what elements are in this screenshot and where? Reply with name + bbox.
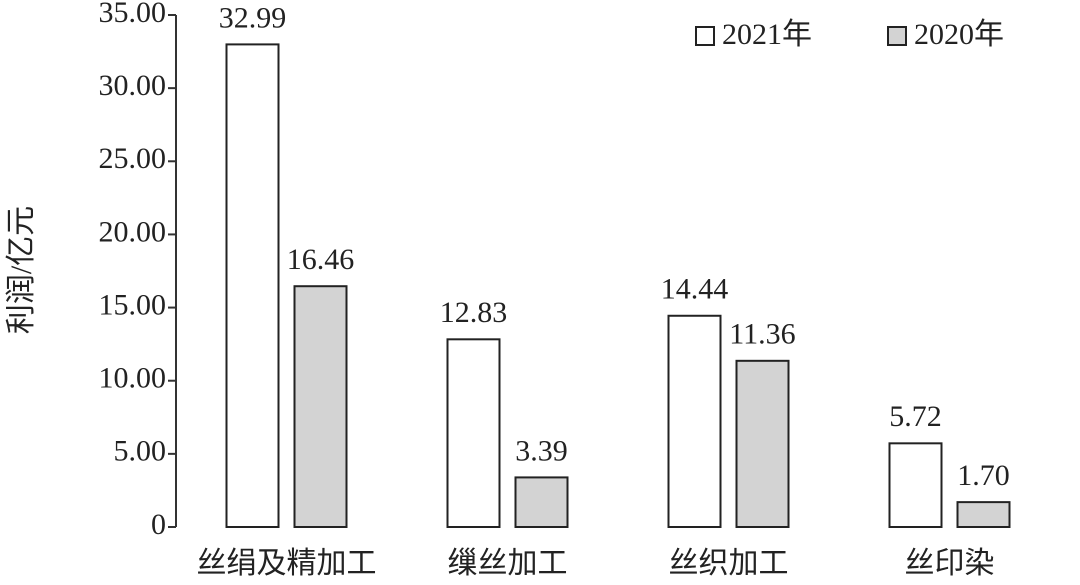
bar xyxy=(293,285,348,528)
legend-swatch xyxy=(887,26,907,46)
y-tick-label: 20.00 xyxy=(99,215,167,248)
value-label: 3.39 xyxy=(515,434,568,467)
legend-label: 2020年 xyxy=(914,18,1004,51)
y-axis-label: 利润/亿元 xyxy=(5,206,38,334)
bar xyxy=(514,476,569,529)
value-label: 32.99 xyxy=(219,1,287,34)
y-tick-label: 25.00 xyxy=(99,142,167,175)
bar xyxy=(446,338,501,528)
bar xyxy=(667,314,722,528)
y-tick-label: 30.00 xyxy=(99,69,167,102)
bar xyxy=(735,359,790,528)
value-label: 12.83 xyxy=(440,296,508,329)
y-tick-label: 35.00 xyxy=(99,0,167,29)
x-tick-label: 丝印染 xyxy=(905,547,995,580)
value-label: 1.70 xyxy=(957,459,1010,492)
y-tick-label: 5.00 xyxy=(114,435,167,468)
y-tick-label: 0 xyxy=(151,508,166,541)
value-label: 5.72 xyxy=(889,400,942,433)
value-label: 14.44 xyxy=(661,273,729,306)
legend-swatch xyxy=(695,26,715,46)
y-tick-label: 10.00 xyxy=(99,362,167,395)
bar xyxy=(225,43,280,528)
value-label: 16.46 xyxy=(287,243,355,276)
x-tick-label: 丝织加工 xyxy=(669,547,789,580)
bar xyxy=(888,442,943,529)
value-label: 11.36 xyxy=(729,318,795,351)
legend-label: 2021年 xyxy=(722,18,812,51)
y-tick-label: 15.00 xyxy=(99,288,167,321)
x-tick-label: 缫丝加工 xyxy=(448,547,568,580)
bar xyxy=(956,501,1011,529)
x-tick-label: 丝绢及精加工 xyxy=(197,547,377,580)
